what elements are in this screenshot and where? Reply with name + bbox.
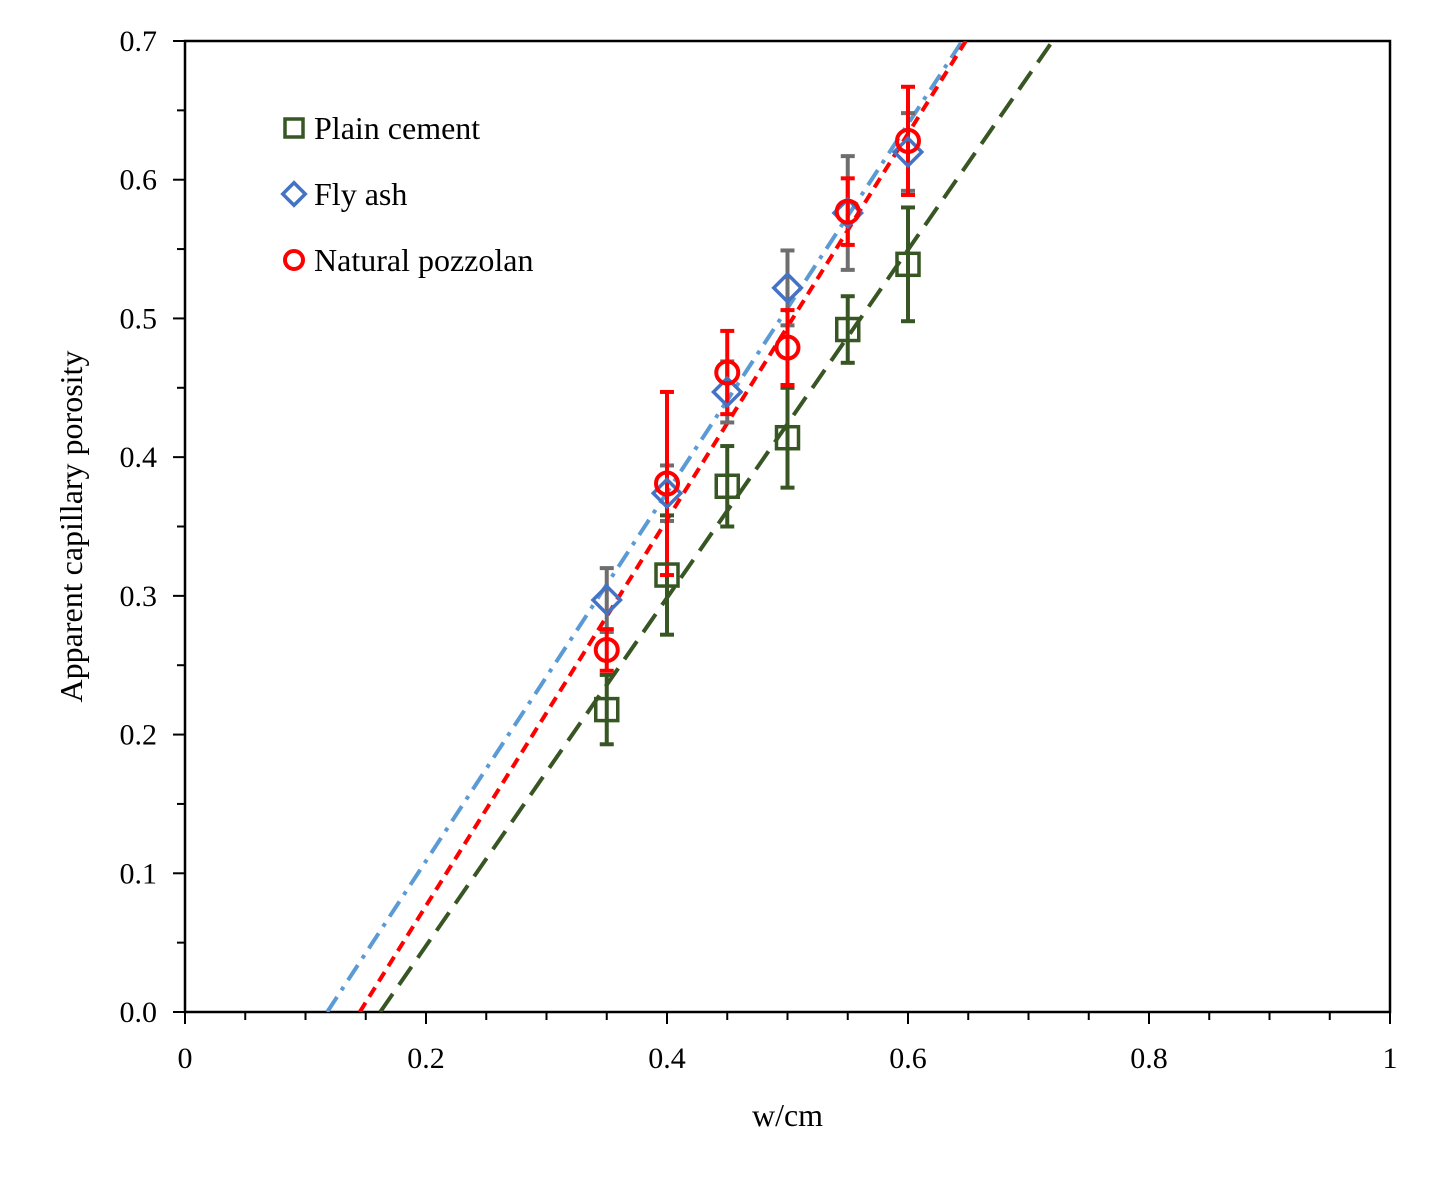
point-square	[895, 251, 921, 278]
x-tick-label: 0	[178, 1042, 193, 1075]
error-bar	[901, 205, 915, 324]
error-bar	[720, 444, 735, 529]
point-circle	[654, 470, 680, 497]
y-tick-label: 0.1	[120, 857, 158, 890]
legend-item: Fly ash	[280, 176, 407, 212]
trendline-diamond	[325, 41, 964, 1012]
legend-circle-icon	[283, 249, 305, 271]
point-circle	[895, 127, 921, 154]
y-tick-label: 0.6	[120, 164, 158, 197]
error-bars	[599, 84, 915, 747]
error-bar	[599, 627, 614, 673]
error-bar	[780, 308, 795, 388]
point-circle	[714, 359, 741, 386]
y-axis: 0.0 0.1 0.2 0.3 0.4 0.5 0.6 0.7	[120, 25, 185, 1029]
error-bar	[840, 176, 855, 247]
error-bar	[901, 84, 915, 197]
error-bar	[780, 385, 795, 490]
point-square	[835, 316, 861, 343]
legend-square-icon	[283, 117, 305, 139]
error-bar	[599, 672, 614, 747]
point-circle	[834, 198, 861, 225]
legend-label: Fly ash	[314, 176, 407, 212]
legend-label: Plain cement	[314, 110, 480, 146]
point-diamond	[590, 583, 623, 617]
error-bar	[840, 294, 855, 365]
error-bar	[660, 389, 674, 578]
y-tick-label: 0.0	[120, 996, 158, 1029]
point-square	[654, 562, 680, 588]
trendlines	[325, 41, 1055, 1012]
x-tick-label: 0.8	[1130, 1042, 1168, 1075]
x-axis-title: w/cm	[752, 1097, 823, 1133]
x-tick-label: 0.2	[407, 1042, 445, 1075]
y-tick-label: 0.4	[120, 441, 158, 474]
y-axis-title: Apparent capillary porosity	[53, 351, 89, 703]
legend-label: Natural pozzolan	[314, 242, 533, 278]
point-diamond	[771, 271, 804, 305]
x-tick-label: 0.6	[889, 1042, 927, 1075]
legend-diamond-icon	[280, 180, 308, 208]
trendline-square	[378, 41, 1055, 1012]
error-bar	[720, 328, 735, 417]
y-tick-label: 0.5	[120, 302, 158, 335]
legend: Plain cement Fly ash Natural pozzolan	[280, 110, 533, 278]
data-points	[590, 127, 925, 723]
point-square	[714, 473, 740, 500]
point-diamond	[711, 375, 744, 409]
x-tick-label: 0.4	[648, 1042, 686, 1075]
point-square	[594, 696, 620, 723]
point-circle	[593, 636, 620, 663]
x-axis: 0 0.2 0.4 0.6 0.8 1	[178, 1012, 1398, 1075]
y-tick-label: 0.3	[120, 580, 158, 613]
y-tick-label: 0.7	[120, 25, 158, 58]
trendline-circle	[358, 41, 968, 1012]
legend-item: Plain cement	[283, 110, 480, 146]
x-tick-label: 1	[1383, 1042, 1398, 1075]
point-circle	[774, 334, 801, 361]
y-tick-label: 0.2	[120, 719, 158, 752]
legend-item: Natural pozzolan	[283, 242, 533, 278]
point-square	[774, 424, 801, 451]
